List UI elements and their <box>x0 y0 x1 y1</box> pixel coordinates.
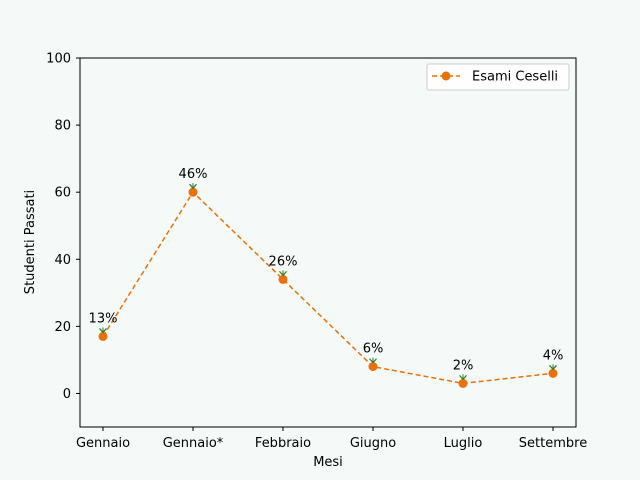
annotation-label: 2% <box>453 358 474 373</box>
axes: 0 20 40 60 80 100 Gennaio Gennaio* Febbraio Giugn… <box>46 52 587 452</box>
annotation-label: 13% <box>89 311 118 326</box>
y-tick-label: 0 <box>63 387 71 402</box>
plot-area <box>80 58 576 427</box>
data-point <box>188 187 198 197</box>
data-point <box>278 274 288 284</box>
legend-marker <box>441 71 451 81</box>
annotation-layer: 13% 46% 26% 6% 2% 4% <box>89 167 564 381</box>
plot-frame <box>79 57 577 428</box>
x-tick-label: Luglio <box>444 436 483 451</box>
annotation-label: 6% <box>363 342 384 357</box>
annotation-arrowhead <box>279 271 287 277</box>
x-tick-label: Gennaio <box>76 436 130 451</box>
y-tick-label: 100 <box>46 52 71 67</box>
data-point <box>98 331 108 341</box>
data-point <box>548 368 558 378</box>
x-tick-label: Giugno <box>350 436 396 451</box>
x-tick-label: Settembre <box>519 436 587 451</box>
annotation-arrowhead <box>549 364 557 371</box>
annotation-arrowhead <box>189 183 197 190</box>
annotation-arrowhead <box>99 328 107 334</box>
series-layer <box>98 187 558 388</box>
x-axis-label: Mesi <box>313 455 343 470</box>
data-point <box>368 362 378 372</box>
y-tick-label: 60 <box>54 186 71 201</box>
legend: Esami Ceselli <box>426 63 570 91</box>
y-tick-label: 80 <box>54 119 71 134</box>
x-tick-label: Febbraio <box>255 436 311 451</box>
annotation-arrowhead <box>369 358 377 364</box>
annotation-label: 26% <box>269 254 298 269</box>
y-tick-label: 20 <box>54 320 71 335</box>
y-axis-label: Studenti Passati <box>23 190 38 294</box>
legend-label: Esami Ceselli <box>472 70 558 85</box>
y-tick-label: 40 <box>54 253 71 268</box>
annotation-arrowhead <box>459 374 467 381</box>
annotation-label: 4% <box>543 348 564 363</box>
annotation-label: 46% <box>179 167 208 182</box>
data-point <box>458 378 468 388</box>
legend-box <box>426 63 570 91</box>
x-tick-label: Gennaio* <box>163 436 224 451</box>
